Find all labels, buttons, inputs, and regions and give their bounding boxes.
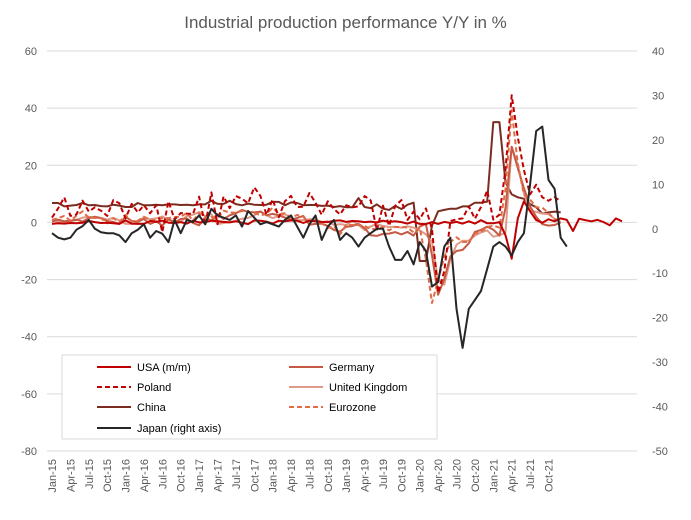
legend: USA (m/m) Germany Poland United Kingdom Chin…: [61, 354, 438, 440]
series-line-eurozone: [51, 109, 561, 304]
series-line-germany: [51, 145, 562, 296]
legend-label: Eurozone: [329, 402, 376, 414]
x-tick-label: Oct-17: [249, 459, 261, 492]
x-tick-label: Oct-16: [176, 459, 188, 492]
y-left-tick-label: -60: [21, 389, 37, 401]
series-line-united-kingdom: [51, 146, 562, 286]
series-lines: [51, 94, 623, 349]
y-right-tick-label: 30: [652, 90, 664, 102]
x-tick-label: Oct-19: [396, 459, 408, 492]
y-right-tick-label: 0: [652, 224, 658, 236]
x-tick-label: Jul-19: [378, 459, 390, 489]
x-tick-label: Oct-15: [102, 459, 114, 492]
x-tick-label: Jul-20: [452, 459, 464, 489]
series-line-china: [52, 121, 561, 262]
y-right-tick-label: -10: [652, 268, 668, 280]
x-tick-label: Apr-15: [65, 459, 77, 492]
x-tick-label: Jul-16: [157, 459, 169, 489]
y-left-tick-label: 0: [31, 217, 37, 229]
y-right-tick-label: -20: [652, 313, 668, 325]
x-tick-label: Jan-16: [121, 459, 133, 493]
y-left-tick-label: -80: [21, 446, 37, 458]
x-tick-label: Oct-20: [470, 459, 482, 492]
x-tick-label: Jul-18: [304, 459, 316, 489]
x-tick-label: Apr-19: [360, 459, 372, 492]
chart-title: Industrial production performance Y/Y in…: [184, 13, 507, 32]
legend-label: Germany: [329, 362, 375, 374]
y-left-tick-label: 60: [25, 46, 37, 58]
x-tick-label: Oct-18: [323, 459, 335, 492]
y-axis-left: 60 40 20 0 -20 -40 -60 -80: [21, 46, 37, 458]
x-tick-label: Apr-18: [286, 459, 298, 492]
y-right-tick-label: 10: [652, 179, 664, 191]
legend-label: Poland: [137, 382, 171, 394]
y-axis-right: 40 30 20 10 0 -10 -20 -30 -40 -50: [652, 46, 668, 458]
y-right-tick-label: -50: [652, 446, 668, 458]
x-tick-label: Jan-20: [415, 459, 427, 493]
legend-label: China: [137, 402, 167, 414]
y-left-tick-label: 20: [25, 160, 37, 172]
x-tick-label: Apr-20: [433, 459, 445, 492]
x-tick-label: Jul-17: [231, 459, 243, 489]
x-tick-label: Jul-21: [525, 459, 537, 489]
x-tick-label: Oct-21: [543, 459, 555, 492]
legend-label: United Kingdom: [329, 382, 407, 394]
y-right-tick-label: -40: [652, 402, 668, 414]
y-left-tick-label: 40: [25, 103, 37, 115]
x-axis: Jan-15 Apr-15 Jul-15 Oct-15 Jan-16 Apr-16 Jul-…: [47, 459, 555, 493]
y-left-tick-label: -20: [21, 275, 37, 287]
y-right-tick-label: 40: [652, 46, 664, 58]
y-right-tick-label: 20: [652, 135, 664, 147]
x-tick-label: Jan-18: [268, 459, 280, 493]
legend-label: Japan (right axis): [137, 423, 221, 435]
y-right-tick-label: -30: [652, 357, 668, 369]
series-line-japan-right-axis: [51, 125, 568, 349]
x-tick-label: Jan-21: [488, 459, 500, 493]
x-tick-label: Jul-15: [84, 459, 96, 489]
x-tick-label: Apr-21: [507, 459, 519, 492]
x-tick-label: Jan-19: [341, 459, 353, 493]
series-line-poland: [51, 94, 562, 294]
x-tick-label: Apr-16: [139, 459, 151, 492]
legend-label: USA (m/m): [137, 362, 191, 374]
x-tick-label: Apr-17: [212, 459, 224, 492]
x-tick-label: Jan-15: [47, 459, 59, 493]
x-tick-label: Jan-17: [194, 459, 206, 493]
legend-box: [61, 354, 438, 440]
y-left-tick-label: -40: [21, 332, 37, 344]
